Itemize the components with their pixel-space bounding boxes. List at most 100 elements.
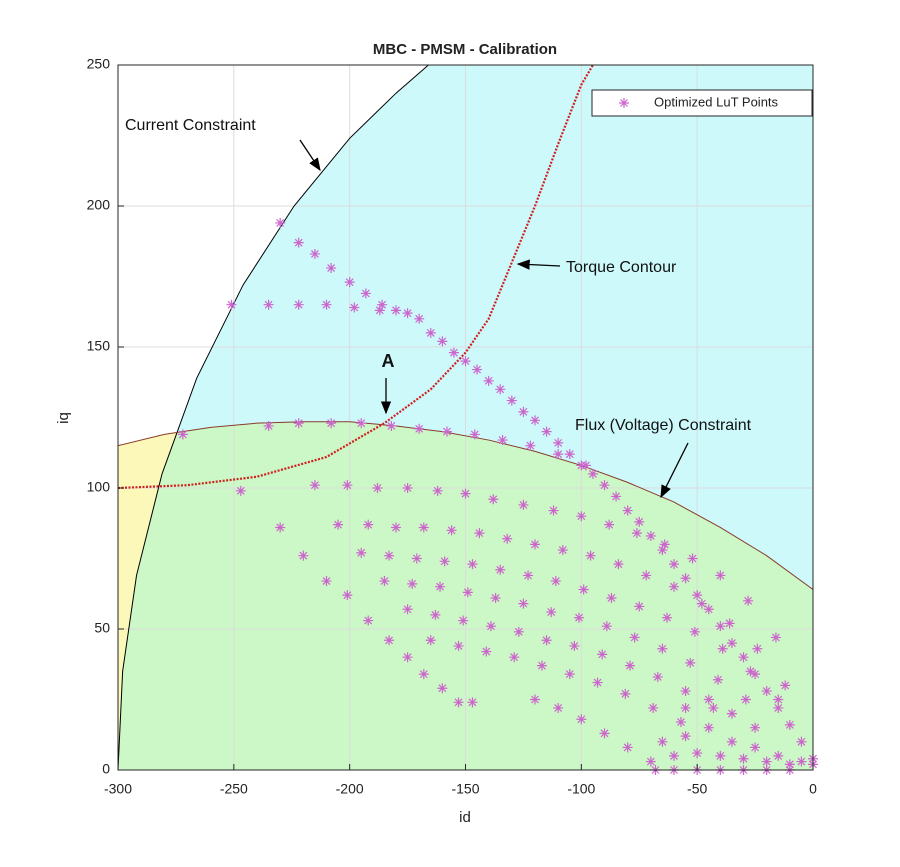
point [377,299,388,310]
point [541,635,552,646]
point [263,299,274,310]
point [530,539,540,550]
point [726,708,737,719]
chart-title: MBC - PMSM - Calibration [373,41,557,58]
point [453,640,464,651]
point [601,621,612,632]
point [472,364,483,375]
point [634,601,645,612]
x-tick-label: -100 [567,781,595,797]
point [585,550,596,561]
point [333,519,344,530]
point [657,545,668,556]
y-tick-label: 0 [102,761,110,777]
point [761,756,772,767]
point [402,483,413,493]
annotation: Flux (Voltage) Constraint [575,417,752,434]
point [703,722,714,733]
y-tick-label: 250 [87,56,111,72]
point [780,680,791,691]
point [488,494,499,505]
point [518,499,529,510]
point [432,485,443,496]
point [604,519,615,530]
point [687,553,698,564]
point [648,702,659,713]
point [344,277,355,288]
point [752,643,763,654]
point [418,522,429,533]
point [430,609,441,620]
point [418,669,429,680]
point [657,643,668,654]
point [483,375,494,386]
grid [117,64,814,771]
point [629,632,640,643]
point [548,505,559,516]
point [509,652,520,663]
point [611,491,622,502]
point [462,587,473,598]
point [363,519,374,530]
point [309,480,320,491]
point [275,217,286,228]
point [342,590,353,601]
point [669,581,679,592]
point [587,468,598,479]
point [652,671,663,682]
point [564,669,575,680]
point [386,420,397,431]
point [726,638,737,649]
point [506,395,517,406]
curve [118,421,813,590]
point [715,750,726,761]
point [435,581,446,592]
point [437,336,448,347]
point [439,556,450,567]
point [745,666,756,677]
point [379,576,390,587]
point [796,756,807,767]
point [541,426,552,437]
point [530,415,540,426]
curve [118,65,429,770]
point [474,528,485,539]
point [309,248,320,259]
point [692,748,703,759]
point [391,305,401,316]
point [437,683,448,694]
point [669,750,679,761]
point [411,553,422,564]
point [553,437,564,448]
point [513,626,524,637]
point [553,449,564,460]
point [293,237,304,248]
point [293,299,304,310]
point [692,590,703,601]
annotation: A [382,351,395,371]
point [402,652,413,663]
point [293,418,304,429]
x-tick-label: 0 [809,781,817,797]
point [360,288,371,299]
x-tick-label: -150 [451,781,479,797]
x-tick-label: -50 [687,781,707,797]
point [356,418,367,429]
point [703,694,714,705]
point [446,525,457,536]
point [485,621,496,632]
point [502,533,513,544]
point [680,573,691,584]
point [495,564,506,575]
point [624,660,635,671]
point [773,702,784,713]
point [460,488,471,499]
point [578,584,589,595]
point [599,728,610,739]
point [703,604,714,615]
point [372,483,383,493]
point [384,550,395,561]
point [743,595,754,606]
legend-marker [619,98,629,108]
